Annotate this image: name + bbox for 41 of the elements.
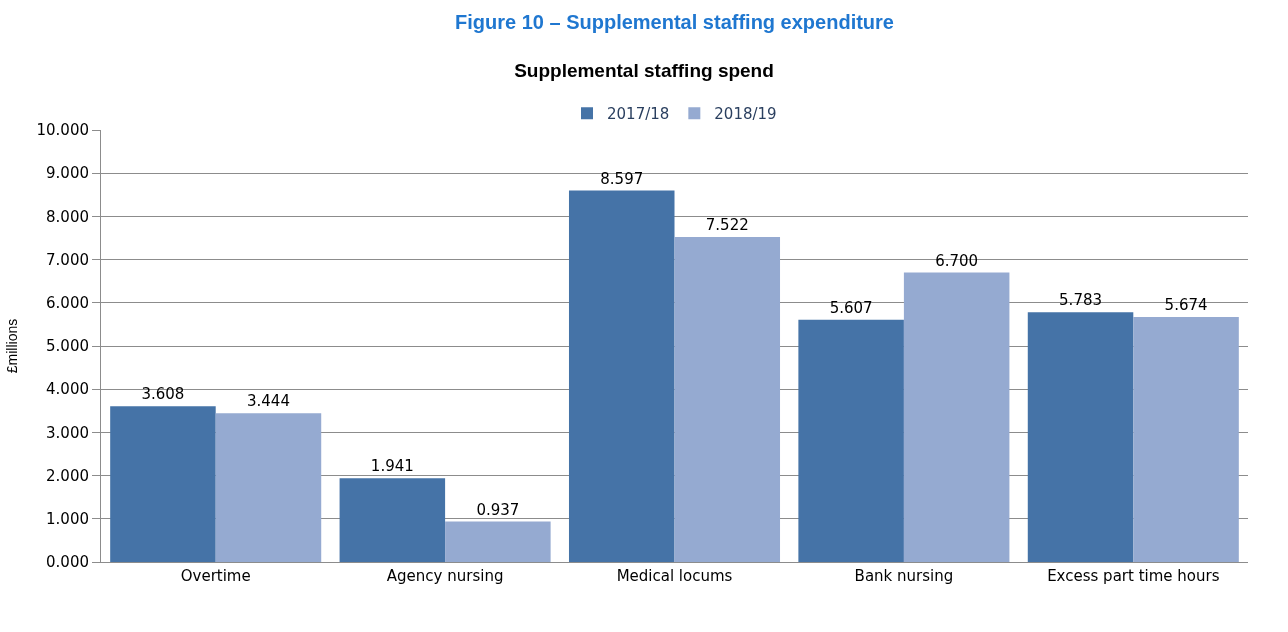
x-tick-label: Agency nursing [386,567,504,585]
y-tick-label: 5.000 [46,337,89,356]
bar [903,272,1010,562]
bar [1027,312,1134,562]
data-label: 5.607 [829,298,873,317]
bar [798,319,904,562]
bar [568,190,675,562]
bar [110,406,216,562]
y-tick-label: 10.000 [36,121,89,140]
bar [674,237,781,562]
y-tick-label: 9.000 [46,164,89,183]
y-tick-label: 4.000 [46,380,89,399]
y-tick-label: 8.000 [46,207,89,226]
legend-label: 2017/18 [607,105,670,124]
data-label: 0.937 [476,500,520,519]
data-label: 7.522 [705,216,749,235]
x-tick-label: Excess part time hours [1047,567,1220,585]
y-tick-label: 0.000 [46,553,89,572]
data-label: 8.597 [600,169,644,188]
data-label: 5.674 [1164,295,1208,314]
y-axis-title: £millions [4,318,21,374]
bar [1133,316,1239,562]
y-tick-label: 1.000 [46,510,89,529]
bar [215,413,322,562]
x-tick-label: Medical locums [616,567,733,585]
data-label: 5.783 [1059,291,1103,310]
data-label: 1.941 [370,457,414,476]
y-tick-label: 2.000 [46,466,89,485]
data-label: 6.700 [935,251,979,270]
data-label: 3.444 [246,392,290,411]
bar [339,478,446,562]
data-label: 3.608 [141,385,185,404]
y-tick-label: 3.000 [46,423,89,442]
caption: Figure 10 – Supplemental staffing expenditure [455,11,894,33]
x-tick-label: Bank nursing [854,567,954,585]
y-tick-label: 7.000 [46,250,89,269]
y-tick-label: 6.000 [46,294,89,313]
bar [445,521,551,562]
legend-label: 2018/19 [714,105,777,124]
x-tick-label: Overtime [180,567,251,585]
chart-title: Supplemental staffing spend [514,59,774,81]
